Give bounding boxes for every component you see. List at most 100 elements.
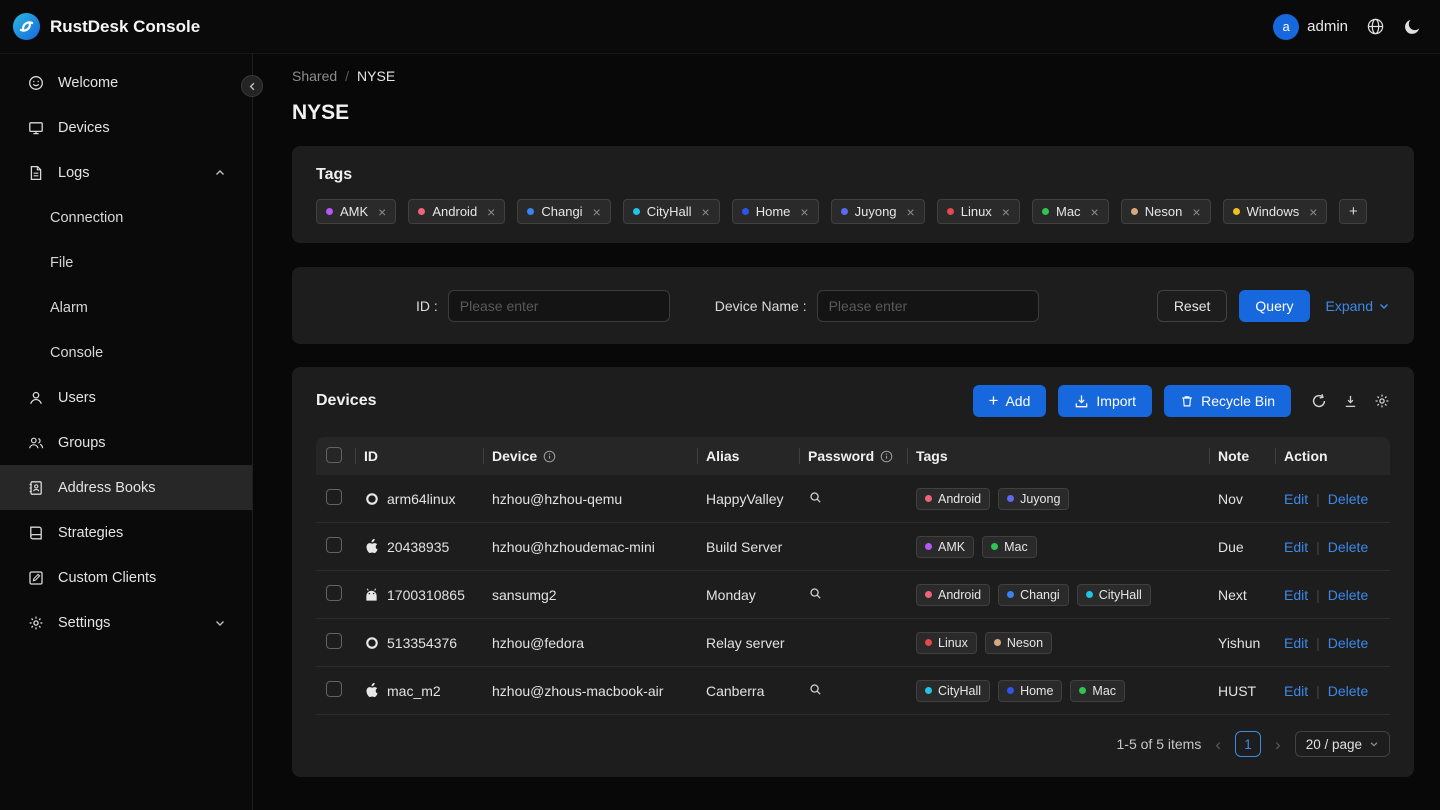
tag-label: AMK xyxy=(340,204,369,219)
expand-toggle[interactable]: Expand xyxy=(1326,298,1390,314)
recycle-bin-button[interactable]: Recycle Bin xyxy=(1164,385,1291,417)
add-tag-button[interactable]: + xyxy=(1339,199,1368,224)
device-name-input[interactable] xyxy=(816,289,1039,322)
sidebar-label: Settings xyxy=(58,614,111,631)
device-tag: CityHall xyxy=(1076,583,1151,606)
tag-close-icon[interactable]: × xyxy=(1309,203,1318,220)
device-name-label: Device Name : xyxy=(714,297,807,314)
edit-link[interactable]: Edit xyxy=(1284,538,1309,555)
device-alias: Build Server xyxy=(698,523,800,571)
tag-dot xyxy=(527,208,535,215)
sidebar-item-alarm[interactable]: Alarm xyxy=(50,299,88,316)
id-input[interactable] xyxy=(447,289,670,322)
device-alias: Monday xyxy=(698,571,800,619)
download-icon[interactable] xyxy=(1343,394,1358,409)
header-right: a admin xyxy=(1273,13,1422,40)
page-size-select[interactable]: 20 / page xyxy=(1294,731,1390,757)
avatar[interactable]: a xyxy=(1273,13,1300,40)
edit-link[interactable]: Edit xyxy=(1284,490,1309,507)
sidebar-item-logs[interactable]: Logs xyxy=(0,150,252,195)
book-icon xyxy=(28,525,44,541)
info-icon xyxy=(880,450,893,462)
sidebar-item-users[interactable]: Users xyxy=(0,375,252,420)
sidebar-item-connection[interactable]: Connection xyxy=(50,209,124,226)
tag-dot xyxy=(1232,208,1240,215)
row-checkbox[interactable] xyxy=(326,489,342,505)
sidebar-item-console[interactable]: Console xyxy=(50,344,104,361)
edit-link[interactable]: Edit xyxy=(1284,586,1309,603)
tag-close-icon[interactable]: × xyxy=(1090,203,1099,220)
linux-os-icon xyxy=(365,492,379,506)
table-row: 20438935 hzhou@hzhoudemac-mini Build Ser… xyxy=(316,523,1390,571)
tag-dot xyxy=(946,208,954,215)
os-icon-slot xyxy=(364,683,379,698)
device-id: 1700310865 xyxy=(387,586,465,603)
username[interactable]: admin xyxy=(1307,18,1348,35)
prev-page-button[interactable]: ‹ xyxy=(1215,734,1222,754)
password-view-icon[interactable] xyxy=(808,490,823,505)
delete-link[interactable]: Delete xyxy=(1327,586,1369,603)
edit-link[interactable]: Edit xyxy=(1284,682,1309,699)
breadcrumb-parent[interactable]: Shared xyxy=(292,68,338,84)
dark-mode-icon[interactable] xyxy=(1403,17,1422,36)
sidebar-item-devices[interactable]: Devices xyxy=(0,105,252,150)
device-name: hzhou@hzhoudemac-mini xyxy=(484,523,698,571)
sidebar-item-address-books[interactable]: Address Books xyxy=(0,465,252,510)
sidebar-collapse-button[interactable] xyxy=(241,75,263,97)
sidebar-item-welcome[interactable]: Welcome xyxy=(0,60,252,105)
monitor-icon xyxy=(28,120,44,136)
row-checkbox[interactable] xyxy=(326,681,342,697)
sidebar-item-file[interactable]: File xyxy=(50,254,74,271)
row-checkbox[interactable] xyxy=(326,537,342,553)
tag-close-icon[interactable]: × xyxy=(906,203,915,220)
import-icon xyxy=(1076,394,1088,407)
delete-link[interactable]: Delete xyxy=(1327,490,1369,507)
filter-actions: Reset Query Expand xyxy=(1156,289,1390,322)
select-all-checkbox[interactable] xyxy=(326,446,342,463)
tag-dot xyxy=(1085,591,1093,598)
device-name: hzhou@zhous-macbook-air xyxy=(484,667,698,715)
query-button[interactable]: Query xyxy=(1239,289,1310,322)
sidebar-item-strategies[interactable]: Strategies xyxy=(0,510,252,555)
tag-dot xyxy=(925,495,932,502)
sidebar-item-custom-clients[interactable]: Custom Clients xyxy=(0,555,252,600)
delete-link[interactable]: Delete xyxy=(1327,634,1369,651)
row-checkbox[interactable] xyxy=(326,633,342,649)
tag-close-icon[interactable]: × xyxy=(592,203,601,220)
sidebar-label: Address Books xyxy=(58,479,156,496)
tag-close-icon[interactable]: × xyxy=(487,203,496,220)
tag-close-icon[interactable]: × xyxy=(701,203,710,220)
delete-link[interactable]: Delete xyxy=(1327,682,1369,699)
page-number-button[interactable]: 1 xyxy=(1235,731,1262,757)
table-settings-gear-icon[interactable] xyxy=(1374,393,1390,409)
id-field-group: ID : xyxy=(416,289,670,322)
tag-close-icon[interactable]: × xyxy=(1001,203,1010,220)
tag-dot xyxy=(925,591,932,598)
sidebar-item-settings[interactable]: Settings xyxy=(0,600,252,645)
next-page-button[interactable]: › xyxy=(1275,734,1281,754)
sidebar-item-groups[interactable]: Groups xyxy=(0,420,252,465)
tag-chip: Android × xyxy=(408,199,506,224)
translate-icon[interactable] xyxy=(1366,17,1385,36)
tag-close-icon[interactable]: × xyxy=(378,203,387,220)
refresh-icon[interactable] xyxy=(1311,393,1327,409)
tag-close-icon[interactable]: × xyxy=(800,203,809,220)
password-view-icon[interactable] xyxy=(808,682,823,697)
add-button[interactable]: + Add xyxy=(972,385,1047,417)
password-view-icon[interactable] xyxy=(808,586,823,601)
edit-link[interactable]: Edit xyxy=(1284,634,1309,651)
row-checkbox[interactable] xyxy=(326,585,342,601)
device-tag: Android xyxy=(916,583,991,606)
device-note: HUST xyxy=(1210,667,1276,715)
reset-button[interactable]: Reset xyxy=(1156,289,1228,322)
devices-tbody: arm64linux hzhou@hzhou-qemu HappyValley … xyxy=(316,475,1390,715)
device-tag: Home xyxy=(998,679,1063,702)
table-row: 513354376 hzhou@fedora Relay server Linu… xyxy=(316,619,1390,667)
devices-card-title: Devices xyxy=(316,392,377,409)
tag-close-icon[interactable]: × xyxy=(1192,203,1201,220)
device-note: Next xyxy=(1210,571,1276,619)
import-button[interactable]: Import xyxy=(1058,385,1153,417)
tag-label: Android xyxy=(938,587,982,602)
delete-link[interactable]: Delete xyxy=(1327,538,1369,555)
device-note: Nov xyxy=(1210,475,1276,523)
